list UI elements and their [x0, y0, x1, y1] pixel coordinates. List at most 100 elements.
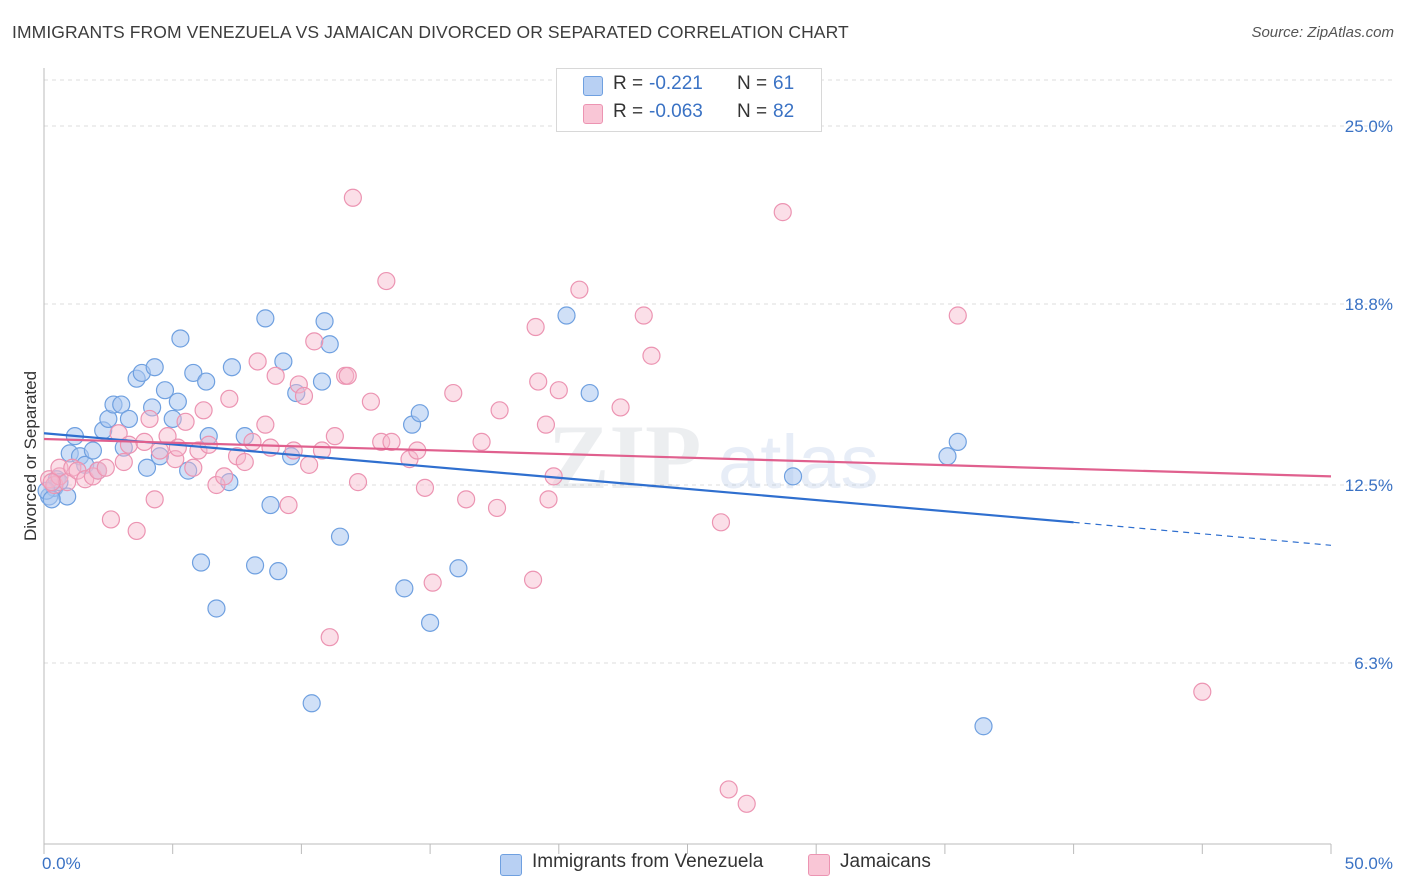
data-point-jamaicans [773, 203, 792, 222]
data-point-jamaicans [1193, 682, 1212, 701]
data-point-jamaicans [127, 521, 146, 541]
data-point-venezuela [557, 306, 576, 325]
gridlines [44, 79, 1392, 664]
data-point-venezuela [245, 556, 265, 575]
legend-n-value: 61 [773, 73, 795, 94]
data-point-venezuela [315, 312, 334, 331]
data-point-jamaicans [472, 432, 491, 451]
data-point-jamaicans [642, 346, 661, 365]
data-point-jamaicans [42, 473, 61, 492]
data-point-jamaicans [220, 389, 239, 408]
data-point-jamaicans [711, 513, 731, 532]
data-point-jamaicans [63, 458, 82, 477]
data-point-jamaicans [611, 398, 630, 417]
data-point-jamaicans [300, 455, 319, 474]
data-point-jamaicans [490, 401, 509, 420]
data-point-jamaicans [243, 432, 262, 451]
data-point-venezuela [119, 409, 139, 429]
data-point-jamaicans [166, 450, 185, 469]
watermark: ZIP atlas [548, 406, 879, 508]
y-axis-title: Divorced or Separated [21, 371, 40, 541]
data-point-venezuela [168, 392, 187, 411]
y-tick-label: 18.8% [1345, 295, 1393, 314]
y-tick-label: 6.3% [1354, 654, 1393, 673]
data-point-jamaicans [325, 427, 344, 446]
data-point-jamaicans [372, 432, 391, 451]
data-point-jamaicans [279, 495, 298, 515]
data-point-venezuela [974, 717, 993, 736]
chart-title: IMMIGRANTS FROM VENEZUELA VS JAMAICAN DI… [12, 22, 849, 42]
data-point-venezuela [112, 395, 131, 414]
x-tick-label: 50.0% [1345, 854, 1393, 873]
data-point-venezuela [948, 432, 967, 451]
data-point-venezuela [312, 372, 332, 391]
data-point-jamaicans [737, 794, 756, 813]
data-point-jamaicans [719, 780, 738, 799]
data-point-venezuela [256, 309, 275, 328]
data-point-jamaicans [266, 366, 285, 385]
data-point-venezuela [330, 527, 350, 546]
series-jamaicans [40, 188, 1212, 813]
data-point-jamaicans [457, 490, 476, 509]
data-point-jamaicans [114, 452, 133, 472]
data-point-jamaicans [40, 470, 59, 489]
data-point-jamaicans [444, 383, 463, 403]
data-point-jamaicans [377, 271, 396, 291]
data-point-venezuela [302, 694, 321, 713]
data-point-venezuela [150, 447, 169, 466]
data-point-venezuela [580, 383, 599, 403]
data-point-venezuela [395, 579, 414, 598]
data-point-jamaicans [119, 435, 139, 454]
legend-r-value: -0.063 [649, 101, 703, 122]
data-point-venezuela [143, 398, 162, 417]
trend-line-venezuela [43, 432, 1074, 524]
data-point-jamaicans [539, 490, 558, 509]
tick-labels: 6.3% 12.5% 18.8% 25.0% 0.0% 50.0% [42, 117, 1393, 873]
data-point-jamaicans [361, 392, 380, 411]
legend-r-label: R = [613, 101, 644, 122]
y-tick-label: 25.0% [1345, 117, 1393, 136]
data-point-venezuela [137, 458, 157, 477]
data-point-jamaicans [145, 490, 164, 509]
data-point-jamaicans [83, 467, 103, 486]
legend-n-value: 82 [773, 101, 795, 122]
legend-n-label: N = [737, 73, 768, 94]
data-point-venezuela [261, 495, 280, 515]
y-tick-label: 12.5% [1345, 476, 1393, 495]
data-point-jamaicans [343, 188, 362, 207]
data-point-jamaicans [549, 381, 568, 400]
data-point-jamaicans [58, 473, 77, 492]
data-point-venezuela [320, 335, 339, 354]
data-point-jamaicans [96, 458, 115, 477]
bottom-legend-label: Jamaicans [840, 851, 931, 872]
data-point-jamaicans [256, 415, 275, 434]
data-point-jamaicans [415, 478, 435, 497]
data-point-venezuela [269, 562, 288, 581]
data-point-jamaicans [338, 366, 357, 385]
data-point-venezuela [410, 404, 429, 423]
data-point-jamaicans [305, 332, 324, 351]
data-point-jamaicans [194, 401, 213, 420]
data-point-venezuela [191, 553, 211, 572]
legend-n-label: N = [737, 101, 768, 122]
data-point-jamaicans [487, 498, 507, 518]
data-point-venezuela [83, 441, 103, 460]
data-point-jamaicans [526, 317, 545, 337]
data-point-venezuela [449, 559, 468, 578]
bottom-legend-label: Immigrants from Venezuela [532, 851, 764, 872]
data-point-jamaicans [215, 467, 234, 486]
data-point-venezuela [222, 358, 242, 377]
data-point-jamaicans [235, 452, 254, 472]
data-point-jamaicans [948, 306, 967, 325]
data-point-jamaicans [248, 352, 267, 371]
data-point-jamaicans [348, 473, 368, 492]
series-venezuela [37, 306, 993, 736]
data-point-jamaicans [536, 415, 556, 434]
data-point-venezuela [938, 447, 957, 466]
data-point-jamaicans [140, 409, 159, 429]
data-point-jamaicans [523, 570, 543, 589]
data-point-venezuela [184, 363, 203, 383]
legend-swatch-blue [583, 76, 603, 96]
data-point-venezuela [179, 461, 198, 480]
